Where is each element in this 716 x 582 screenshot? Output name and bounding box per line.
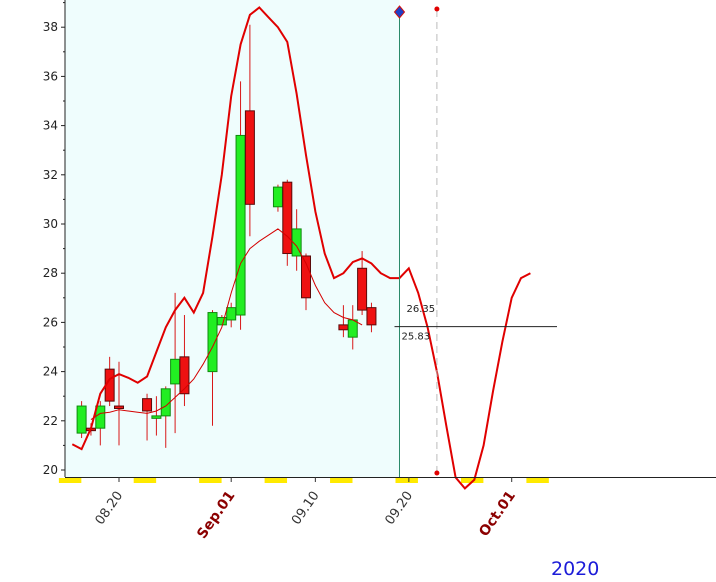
candle-down: [179, 356, 190, 395]
y-axis: 20 22 24 26 28 30 32 34 36 38: [43, 2, 65, 477]
candle-up: [207, 312, 218, 373]
candle-up: [216, 316, 227, 326]
candle-down: [366, 307, 377, 326]
x-axis-stripe: [199, 478, 222, 483]
forecast-marker-bottom: [434, 470, 440, 476]
price-label-upper: 26.35: [407, 304, 436, 315]
moving-average-line: [90, 228, 363, 421]
candle-up: [151, 415, 162, 419]
candle-up: [226, 307, 237, 321]
candle-down: [244, 110, 255, 205]
x-axis: 08.20 Sep.01 09.10 09.20 Oct.01: [93, 477, 519, 542]
y-tick-label: 34: [43, 119, 58, 133]
x-axis-stripe: [264, 478, 288, 483]
candle-down: [282, 181, 293, 255]
y-tick-label: 28: [43, 266, 58, 280]
y-tick-label: 30: [43, 217, 58, 231]
candle-down: [338, 324, 349, 331]
x-axis-stripe: [395, 478, 418, 483]
candle-up: [170, 358, 181, 385]
candle-up: [76, 405, 87, 434]
y-tick-label: 22: [43, 414, 58, 428]
candle-up: [291, 228, 302, 257]
y-tick-label: 26: [43, 315, 58, 329]
x-axis-stripe: [58, 478, 82, 483]
y-tick-label: 38: [43, 20, 58, 34]
candle-up: [160, 388, 171, 417]
x-axis-stripe: [330, 478, 353, 483]
candle-down: [301, 255, 311, 299]
candle-down: [142, 398, 153, 412]
x-tick-label: 09.10: [289, 489, 323, 528]
y-tick-label: 36: [43, 69, 58, 83]
y-tick-label: 32: [43, 168, 58, 182]
history-background: [65, 0, 400, 477]
candles-layer: [76, 110, 377, 434]
candle-up: [95, 405, 106, 429]
x-tick-label: Oct.01: [476, 488, 519, 540]
x-axis-stripe: [526, 478, 549, 483]
y-tick-label: 24: [43, 365, 58, 379]
candle-down: [114, 405, 124, 410]
x-tick-label: 09.20: [382, 489, 416, 528]
forecast-marker-top: [434, 6, 440, 12]
candle-up: [272, 186, 283, 208]
y-tick-label: 20: [43, 463, 58, 477]
candle-up: [347, 319, 358, 338]
cursor-diamond-marker[interactable]: [393, 5, 406, 19]
x-tick-label: 08.20: [93, 489, 127, 528]
year-label: 2020: [551, 558, 600, 580]
x-tick-label: Sep.01: [194, 488, 238, 542]
x-axis-stripe: [133, 478, 157, 483]
price-label-lower: 25.83: [402, 332, 431, 343]
candle-up: [235, 134, 246, 316]
upper-band-line: [71, 6, 531, 490]
candle-down: [357, 267, 368, 311]
